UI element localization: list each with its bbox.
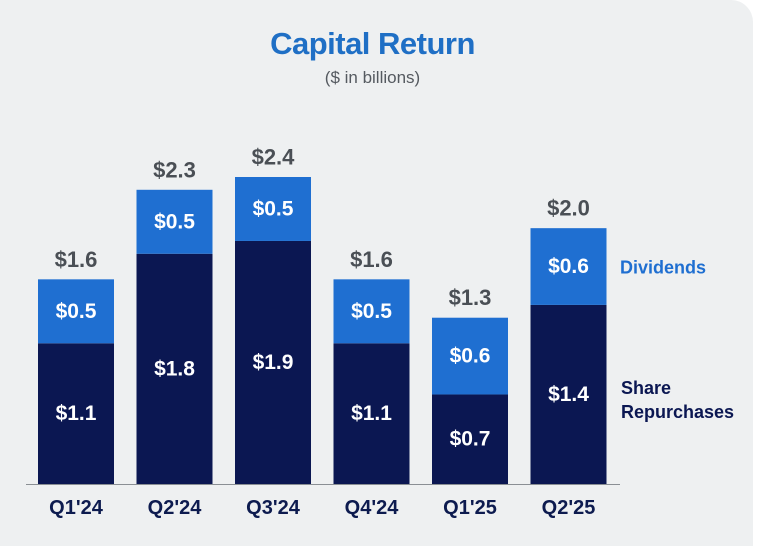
data-label-total: $1.6 <box>350 247 393 272</box>
chart-title: Capital Return <box>270 26 475 61</box>
data-label-share-repurchases: $1.8 <box>154 357 195 380</box>
data-label-dividends: $0.5 <box>56 300 97 323</box>
x-tick-label: Q3'24 <box>246 497 301 519</box>
data-label-total: $2.0 <box>547 196 590 221</box>
x-tick-label: Q2'24 <box>148 497 203 519</box>
data-label-share-repurchases: $1.1 <box>56 402 97 425</box>
legend-share-repurchases: Share Repurchases <box>621 378 734 422</box>
bar-dividends <box>432 317 508 395</box>
bar-dividends <box>38 279 114 344</box>
data-label-dividends: $0.6 <box>548 255 589 278</box>
data-label-dividends: $0.6 <box>450 345 491 368</box>
legend-share-repurchases-line-2: Repurchases <box>621 402 734 422</box>
bar-dividends <box>235 177 311 241</box>
legend-share-repurchases-line-1: Share <box>621 378 671 398</box>
x-tick-label: Q4'24 <box>345 497 400 519</box>
bar-share-repurchases <box>136 253 213 484</box>
x-tick-label: Q1'25 <box>443 497 497 519</box>
bar-dividends <box>530 228 607 305</box>
bar-share-repurchases <box>432 394 508 484</box>
data-label-total: $2.4 <box>252 145 296 170</box>
data-label-dividends: $0.5 <box>154 210 195 233</box>
bar-dividends <box>333 279 410 344</box>
labels-group: $1.1 $0.5 $1.6 Q1'24 $1.8 $0.5 $2.3 Q2'24 $1.9 $0… <box>49 145 595 520</box>
data-label-total: $2.3 <box>153 157 196 182</box>
data-label-share-repurchases: $0.7 <box>450 428 491 451</box>
data-label-total: $1.6 <box>55 247 98 272</box>
bar-share-repurchases <box>235 240 311 484</box>
chart-subtitle: ($ in billions) <box>324 68 421 87</box>
bars-group <box>38 177 607 484</box>
data-label-share-repurchases: $1.9 <box>253 351 294 374</box>
bar-share-repurchases <box>38 343 114 484</box>
x-tick-label: Q1'24 <box>49 497 104 519</box>
data-label-total: $1.3 <box>449 285 492 310</box>
bar-share-repurchases <box>333 343 410 484</box>
data-label-share-repurchases: $1.4 <box>548 383 589 406</box>
bar-dividends <box>136 189 213 254</box>
bar-share-repurchases <box>530 304 607 484</box>
data-label-share-repurchases: $1.1 <box>351 402 392 425</box>
x-tick-label: Q2'25 <box>542 497 596 519</box>
data-label-dividends: $0.5 <box>253 197 294 220</box>
data-label-dividends: $0.5 <box>351 300 392 323</box>
legend-dividends: Dividends <box>620 258 706 278</box>
